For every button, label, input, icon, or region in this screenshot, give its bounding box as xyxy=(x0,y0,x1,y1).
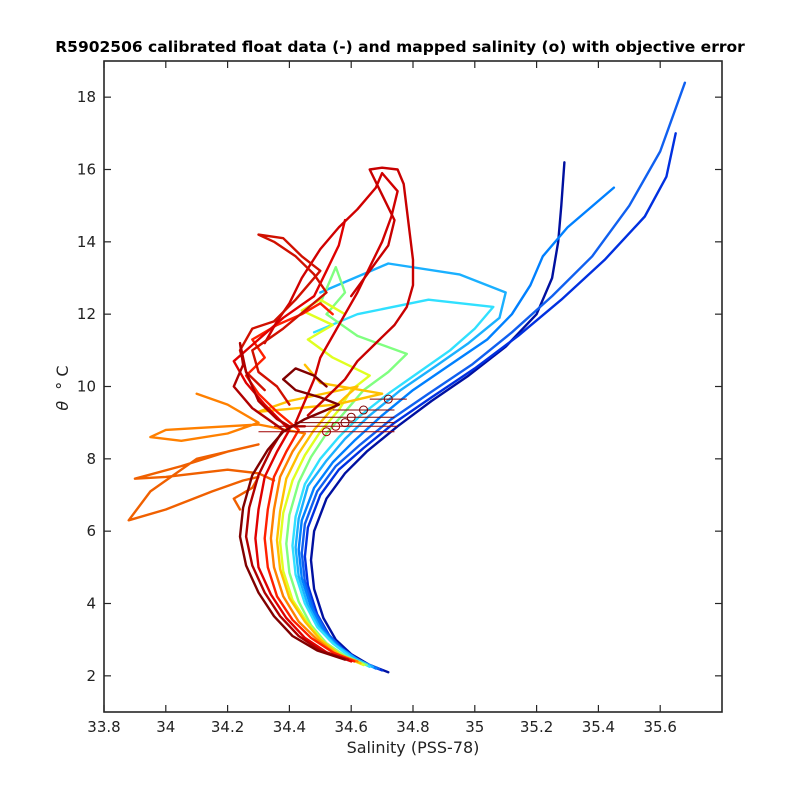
y-tick-label: 6 xyxy=(86,522,96,540)
mapped-point-4 xyxy=(383,394,393,404)
y-axis-label: θ ° C xyxy=(53,365,72,410)
series-line-16 xyxy=(238,233,328,406)
series-line-15 xyxy=(306,166,415,417)
series-line-14 xyxy=(263,171,399,424)
mapped-point-2 xyxy=(346,412,356,422)
series-line-4 xyxy=(297,186,616,670)
mapped-point-5 xyxy=(331,421,341,431)
chart-title: R5902506 calibrated float data (-) and m… xyxy=(55,38,745,56)
y-tick-label: 18 xyxy=(77,88,96,106)
y-tick-label: 16 xyxy=(77,161,96,179)
x-tick-label: 34.2 xyxy=(211,718,244,736)
x-tick-label: 33.8 xyxy=(87,718,120,736)
series-line-18 xyxy=(238,367,347,661)
y-tick-label: 4 xyxy=(86,595,96,613)
series-line-7 xyxy=(285,265,408,667)
y-tick-label: 14 xyxy=(77,233,96,251)
series-line-9 xyxy=(257,363,384,665)
y-tick-label: 2 xyxy=(86,667,96,685)
mapped-salinity-layer xyxy=(258,394,407,437)
x-tick-label: 35.2 xyxy=(520,718,553,736)
y-tick-label: 10 xyxy=(77,378,96,396)
series-layer xyxy=(127,81,687,674)
series-line-11 xyxy=(127,443,276,522)
series-line-1 xyxy=(309,161,566,674)
x-axis-label: Salinity (PSS-78) xyxy=(347,738,480,757)
x-tick-label: 35.6 xyxy=(643,718,676,736)
y-tick-label: 12 xyxy=(77,305,96,323)
x-tick-label: 34.8 xyxy=(396,718,429,736)
mapped-point-3 xyxy=(359,405,369,415)
y-axis-label-unit: ° C xyxy=(53,365,72,389)
x-tick-label: 34.6 xyxy=(334,718,367,736)
x-tick-label: 35.4 xyxy=(582,718,615,736)
mapped-point-6 xyxy=(321,427,331,437)
x-tick-label: 34.4 xyxy=(273,718,306,736)
series-line-6 xyxy=(291,298,495,668)
axis-ticks: 33.8 34 34.2 34.4 34.6 34.8 35 35.2 35.4 35.6 2 4 6 8… xyxy=(77,61,722,736)
series-line-10 xyxy=(149,392,359,663)
y-tick-label: 8 xyxy=(86,450,96,468)
svg-text:θ ° C: θ ° C xyxy=(53,365,72,410)
y-axis-label-symbol: θ xyxy=(53,401,72,411)
series-line-8 xyxy=(278,298,371,667)
series-line-13 xyxy=(232,218,353,663)
x-tick-label: 35 xyxy=(465,718,484,736)
series-line-3 xyxy=(300,81,687,670)
x-tick-label: 34 xyxy=(156,718,175,736)
plot-area xyxy=(127,81,687,674)
series-line-5 xyxy=(294,262,507,668)
